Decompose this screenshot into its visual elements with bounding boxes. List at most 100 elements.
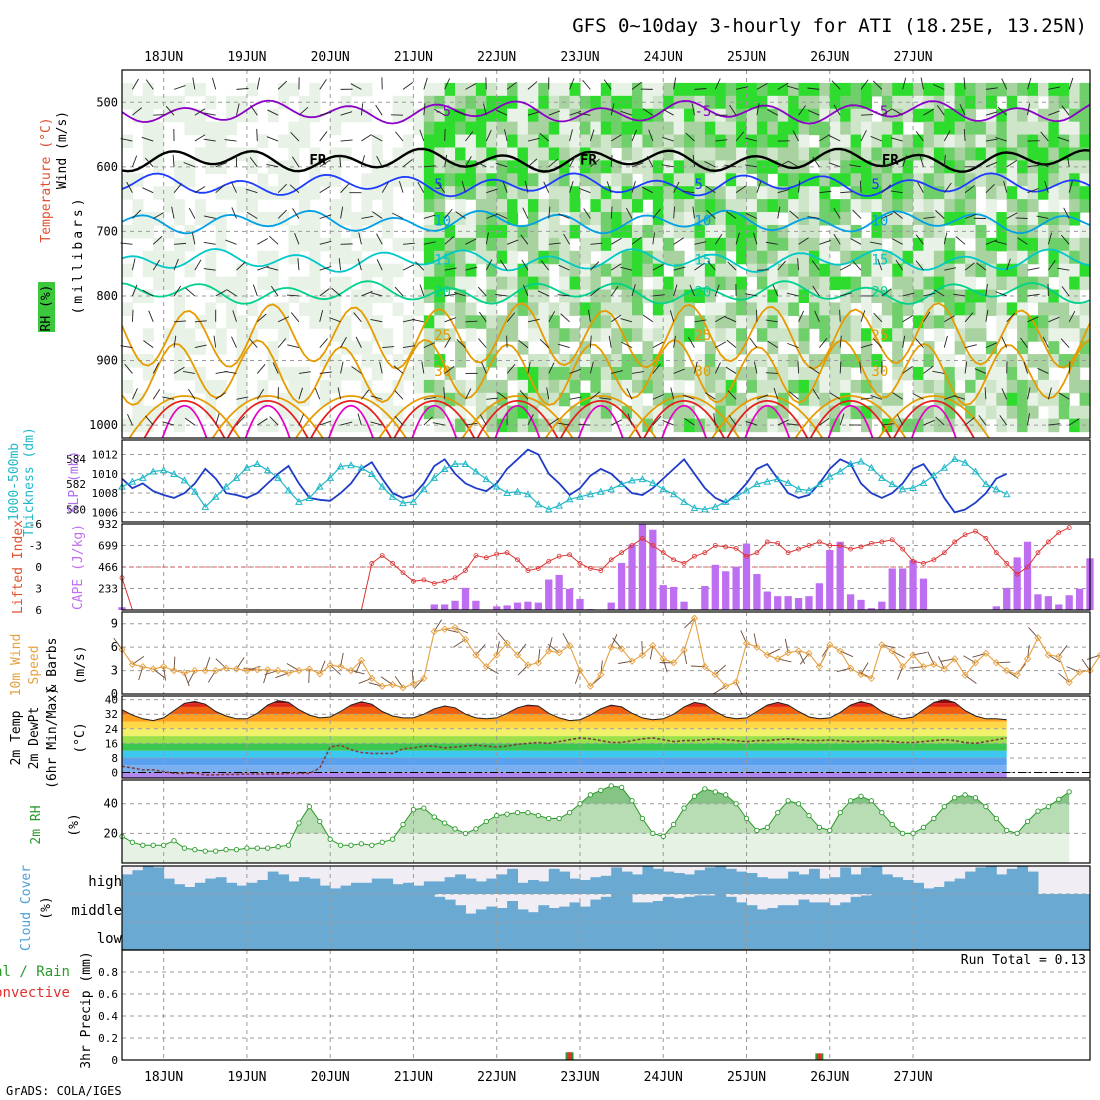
- rh-shade-cell: [1048, 405, 1060, 420]
- rh-shade-cell: [1017, 224, 1029, 239]
- cloud-cell: [465, 878, 477, 894]
- rh-shade-cell: [808, 276, 820, 291]
- wind-barb: [920, 77, 924, 90]
- wind-barb: [687, 337, 695, 348]
- rh2m-marker: [129, 839, 136, 845]
- wind-barb: [521, 259, 529, 271]
- rh-shade-cell: [996, 263, 1008, 278]
- rh-shade-cell: [538, 379, 550, 394]
- rh-shade-cell: [704, 418, 716, 433]
- contour-label: 25: [871, 328, 888, 344]
- wind-barb: [583, 208, 591, 219]
- rh-shade-cell: [1048, 173, 1060, 187]
- rh-shade-cell: [1079, 121, 1091, 136]
- cape-bar: [805, 596, 813, 610]
- wind-barb: [787, 342, 799, 349]
- rh-shade-cell: [236, 186, 248, 200]
- contour-label: FR: [580, 152, 597, 168]
- rh-shade-cell: [361, 212, 373, 226]
- rh-shade-cell: [1017, 289, 1029, 304]
- wind-barb: [985, 111, 998, 116]
- rh-shade-cell: [861, 134, 873, 149]
- rh-shade-cell: [871, 328, 883, 342]
- rh-shade-cell: [538, 405, 550, 420]
- rh-shade-cell: [548, 186, 560, 200]
- wind-barb: [788, 391, 799, 400]
- rh-shade-cell: [1048, 199, 1060, 213]
- cloud-cell: [861, 922, 872, 950]
- rh-shade-cell: [1048, 263, 1060, 278]
- cloud-cell: [871, 866, 883, 894]
- wind10m-marker: [461, 635, 470, 643]
- rh-shade-cell: [236, 263, 248, 278]
- rh-shade-cell: [559, 82, 571, 97]
- cloud-cell: [725, 922, 737, 950]
- rh-shade-cell: [715, 186, 727, 200]
- rh-shade-cell: [704, 134, 716, 149]
- cloud-cell: [403, 922, 414, 950]
- cloud-cell: [538, 922, 550, 950]
- wind-barb: [1057, 136, 1070, 142]
- rh-shade-cell: [944, 173, 956, 187]
- rh-shade-cell: [444, 276, 456, 291]
- rh-shade-cell: [746, 263, 758, 278]
- rh-shade-cell: [611, 82, 623, 97]
- rh-shade-cell: [288, 186, 300, 200]
- rh-shade-cell: [985, 134, 997, 149]
- wind-barb: [340, 111, 353, 116]
- thickness-axis-label-2: Thickness (dm): [22, 427, 37, 537]
- rh-shade-cell: [194, 82, 206, 97]
- rh-shade-cell: [538, 289, 550, 304]
- wind-barb: [266, 136, 279, 142]
- wind-barb: [357, 258, 362, 271]
- rh-shade-cell: [788, 354, 800, 368]
- rh-shade-cell: [122, 354, 134, 368]
- rh-shade-cell: [923, 199, 935, 213]
- rh-shade-cell: [361, 276, 373, 291]
- wind-barb: [173, 183, 183, 193]
- li-marker: [1025, 564, 1030, 570]
- rh-shade-cell: [673, 366, 685, 381]
- wind-barb: [548, 311, 556, 323]
- rh-shade-cell: [548, 134, 560, 149]
- rh-shade-cell: [777, 315, 789, 329]
- li-marker: [421, 577, 427, 583]
- rh-shade-cell: [725, 212, 737, 226]
- cloud-cell: [194, 882, 206, 894]
- wind-barb: [819, 190, 832, 194]
- rh-shade-cell: [163, 263, 175, 278]
- rh-shade-cell: [455, 147, 467, 161]
- rh2m-marker: [535, 812, 541, 819]
- rh-shade-cell: [611, 379, 623, 394]
- rh-shade-cell: [840, 379, 852, 394]
- rh-shade-cell: [548, 108, 560, 123]
- wind-barb: [881, 423, 894, 426]
- rh-shade-cell: [1027, 134, 1039, 149]
- wind-barb: [943, 130, 951, 142]
- rh-shade-cell: [1027, 121, 1039, 136]
- rh-shade-cell: [829, 237, 841, 252]
- thickness-marker: [898, 485, 907, 493]
- rh-shade-cell: [465, 302, 477, 316]
- rh-shade-cell: [892, 315, 904, 329]
- wind-barb: [631, 371, 644, 374]
- rh-shade-cell: [642, 147, 654, 161]
- rh-shade-cell: [933, 250, 945, 265]
- rh-shade-cell: [798, 315, 810, 329]
- rh-shade-cell: [361, 379, 373, 394]
- rh-shade-cell: [548, 405, 560, 420]
- wind-barb: [590, 242, 603, 245]
- rh-shade-cell: [1017, 302, 1029, 316]
- rh-shade-cell: [913, 405, 925, 420]
- rh-shade-cell: [413, 237, 425, 252]
- rh-shade-cell: [257, 276, 269, 291]
- wind-barb: [277, 80, 288, 90]
- rh-shade-cell: [257, 186, 269, 200]
- rh-shade-cell: [663, 147, 675, 161]
- wind-barb: [985, 161, 998, 168]
- wind-barb: [194, 320, 207, 323]
- wind10m-marker: [149, 665, 157, 673]
- wind-barb: [548, 362, 555, 374]
- rh-shade-cell: [257, 392, 269, 407]
- rh2m-marker: [650, 830, 656, 837]
